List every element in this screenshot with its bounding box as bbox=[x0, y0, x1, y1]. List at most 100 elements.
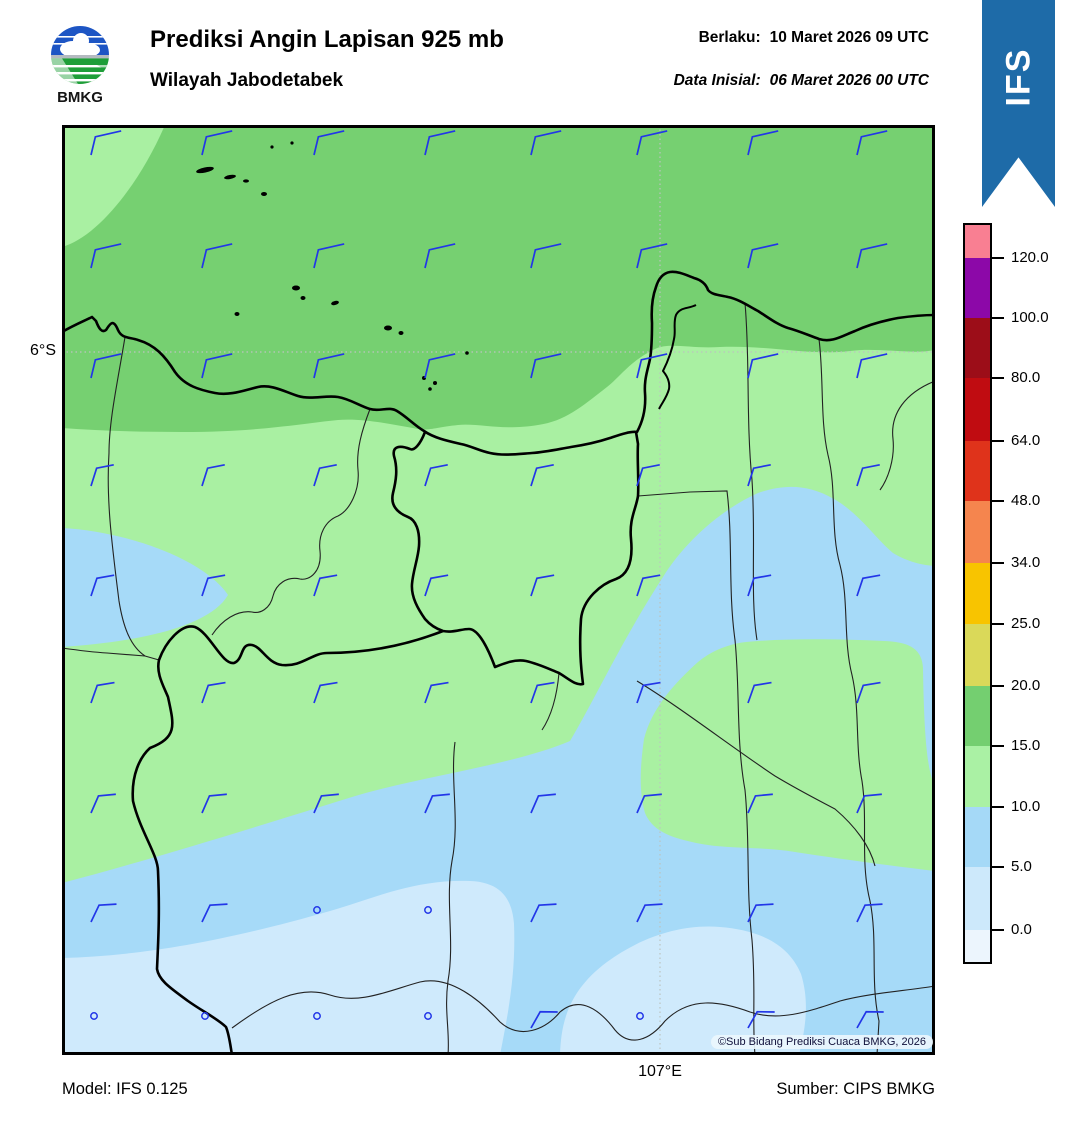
colorbar-segment bbox=[965, 441, 990, 501]
wind-barb-icon bbox=[90, 463, 114, 487]
region-blue-band bbox=[62, 486, 935, 1055]
wind-barb-icon bbox=[636, 243, 668, 269]
colorbar-tick-label: 48.0 bbox=[1011, 492, 1041, 509]
wind-barb-icon bbox=[201, 903, 228, 923]
wind-barb-icon bbox=[313, 574, 338, 597]
wind-barb-icon bbox=[636, 130, 668, 156]
wind-barbs bbox=[90, 130, 888, 1029]
wind-barb-icon bbox=[313, 243, 345, 269]
valid-time: Berlaku: 10 Maret 2026 09 UTC bbox=[674, 30, 929, 46]
colorbar-tick-label: 10.0 bbox=[1011, 798, 1041, 815]
bmkg-logo: BMKG bbox=[51, 26, 109, 106]
colorbar-tick-label: 34.0 bbox=[1011, 554, 1041, 571]
wind-barb-icon bbox=[747, 793, 773, 814]
wind-barb-icon bbox=[90, 903, 117, 923]
colorbar-tick bbox=[992, 745, 1004, 747]
colorbar-tick-label: 120.0 bbox=[1011, 249, 1049, 266]
region-green-top-band bbox=[62, 125, 935, 432]
page-title: Prediksi Angin Lapisan 925 mb bbox=[150, 26, 504, 53]
wind-barb-icon bbox=[90, 574, 115, 597]
wind-barb-icon bbox=[424, 243, 456, 269]
init-time: Data Inisial: 06 Maret 2026 00 UTC bbox=[674, 71, 929, 89]
banten-westjava-boundary bbox=[131, 625, 444, 1055]
islands bbox=[196, 141, 469, 391]
weather-map bbox=[62, 125, 935, 1055]
colorbar-segment bbox=[965, 318, 990, 378]
wind-barb-icon bbox=[856, 130, 888, 156]
wind-barb-icon bbox=[530, 793, 556, 814]
wind-barb-icon bbox=[530, 243, 562, 269]
wind-barb-icon bbox=[90, 243, 122, 269]
wind-barb-icon bbox=[856, 463, 880, 487]
colorbar-tick bbox=[992, 806, 1004, 808]
calm-wind-icon bbox=[201, 1012, 209, 1020]
page-subtitle: Wilayah Jabodetabek bbox=[150, 70, 344, 91]
wind-barb-icon bbox=[747, 903, 774, 923]
wind-barb-icon bbox=[201, 243, 233, 269]
region-corner-light-patch bbox=[62, 125, 165, 247]
wind-barb-icon bbox=[201, 681, 226, 704]
model-label: Model: IFS 0.125 bbox=[62, 1080, 188, 1098]
calm-wind-icon bbox=[424, 1012, 432, 1020]
colorbar-tick bbox=[992, 377, 1004, 379]
wind-barb-icon bbox=[313, 681, 338, 704]
colorbar-tick bbox=[992, 866, 1004, 868]
colorbar-segment bbox=[965, 746, 990, 807]
wind-barb-icon bbox=[313, 463, 337, 487]
colorbar-segment bbox=[965, 686, 990, 746]
colorbar-segment bbox=[965, 867, 990, 930]
wind-barb-icon bbox=[747, 1010, 775, 1029]
colorbar-segment bbox=[965, 624, 990, 686]
wind-barb-icon bbox=[856, 243, 888, 269]
wind-barb-icon bbox=[90, 793, 116, 814]
wind-barb-icon bbox=[424, 574, 449, 597]
colorbar-tick-label: 64.0 bbox=[1011, 432, 1041, 449]
valid-time-label: Berlaku: bbox=[698, 29, 761, 46]
wind-barb-icon bbox=[856, 574, 881, 597]
wind-barb-icon bbox=[747, 130, 779, 156]
wind-barb-icon bbox=[856, 1010, 884, 1029]
wind-barb-icon bbox=[747, 243, 779, 269]
latitude-label: 6°S bbox=[30, 342, 56, 359]
coastline bbox=[62, 270, 935, 456]
wind-barb-icon bbox=[530, 574, 555, 597]
init-time-value: 06 Maret 2026 00 UTC bbox=[769, 71, 929, 89]
jakarta-boundary bbox=[391, 431, 640, 686]
region-pale-blue-bottom-left bbox=[62, 880, 515, 1055]
wind-barb-icon bbox=[201, 574, 226, 597]
calm-wind-icon bbox=[90, 1012, 98, 1020]
wind-barb-icon bbox=[313, 130, 345, 156]
wind-barb-icon bbox=[90, 130, 122, 156]
wind-barb-icon bbox=[636, 681, 661, 704]
wind-barb-icon bbox=[424, 353, 456, 379]
wind-barb-icon bbox=[424, 130, 456, 156]
colorbar-tick-label: 25.0 bbox=[1011, 615, 1041, 632]
wind-barb-icon bbox=[201, 130, 233, 156]
colorbar-tick bbox=[992, 929, 1004, 931]
wind-barb-icon bbox=[530, 1010, 558, 1029]
wind-barb-icon bbox=[856, 793, 882, 814]
forecast-times: Berlaku: 10 Maret 2026 09 UTC Data Inisia… bbox=[674, 30, 929, 115]
wind-barb-icon bbox=[747, 574, 772, 597]
colorbar-tick bbox=[992, 500, 1004, 502]
colorbar-tick bbox=[992, 685, 1004, 687]
colorbar-tick-label: 20.0 bbox=[1011, 677, 1041, 694]
colorbar bbox=[963, 223, 992, 964]
wind-barb-icon bbox=[530, 130, 562, 156]
colorbar-tick-label: 15.0 bbox=[1011, 737, 1041, 754]
wind-barb-icon bbox=[530, 903, 557, 923]
wind-barb-icon bbox=[530, 463, 554, 487]
wind-barb-icon bbox=[201, 463, 225, 487]
wind-barb-icon bbox=[530, 353, 562, 379]
region-pale-blue-bottom-blob bbox=[560, 926, 806, 1055]
colorbar-tick-label: 0.0 bbox=[1011, 921, 1032, 938]
colorbar-tick bbox=[992, 562, 1004, 564]
source-label: Sumber: CIPS BMKG bbox=[776, 1080, 935, 1098]
colorbar-tick bbox=[992, 317, 1004, 319]
wind-barb-icon bbox=[747, 353, 779, 379]
colorbar-segment bbox=[965, 378, 990, 441]
wind-barb-icon bbox=[201, 793, 227, 814]
calm-wind-icon bbox=[313, 1012, 321, 1020]
wind-barb-icon bbox=[90, 681, 115, 704]
